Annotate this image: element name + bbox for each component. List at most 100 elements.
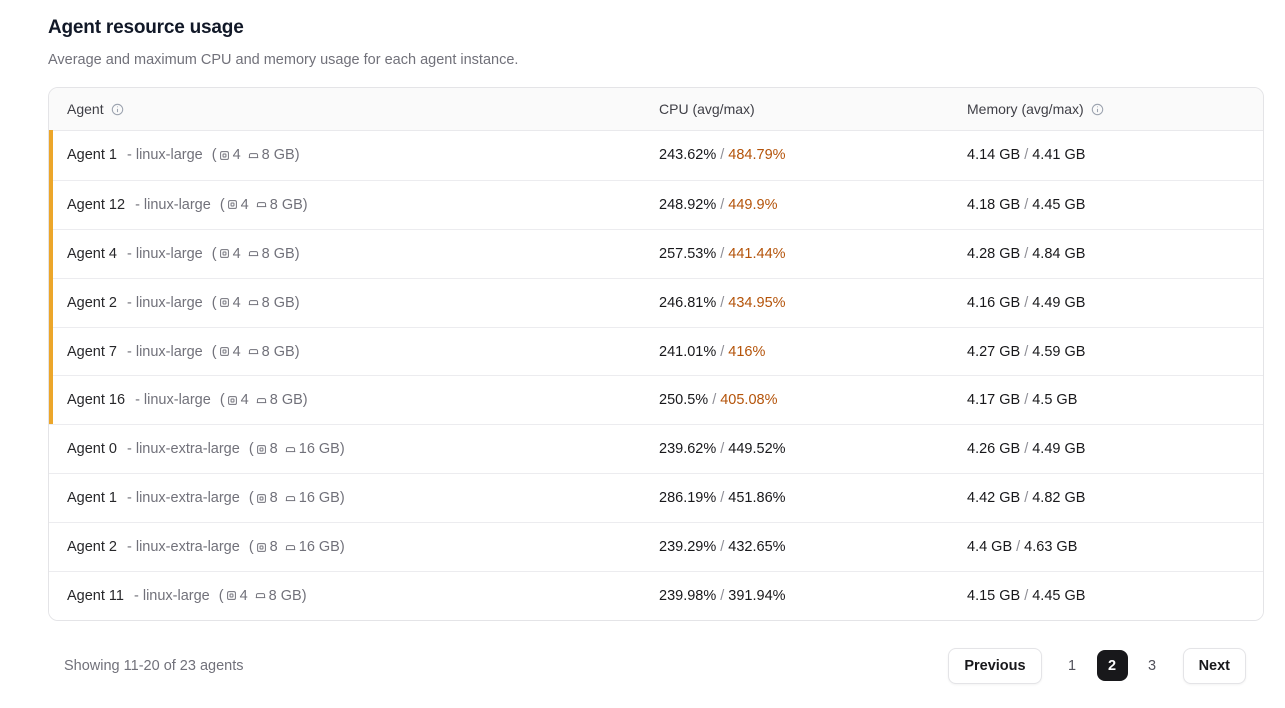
column-header-agent: Agent: [49, 101, 641, 117]
close-paren: ): [294, 147, 300, 164]
memory-usage-cell: 4.15 GB/4.45 GB: [949, 588, 1263, 604]
agent-instance-type: - linux-large: [127, 147, 203, 164]
memory-avg-value: 4.26 GB: [967, 441, 1021, 458]
open-paren: (: [219, 392, 225, 409]
memory-max-value: 4.63 GB: [1024, 539, 1078, 556]
value-separator: /: [720, 441, 725, 458]
agent-cell: Agent 7 - linux-large ( 4 8 GB): [49, 344, 641, 360]
open-paren: (: [218, 587, 224, 604]
value-separator: /: [720, 294, 725, 311]
memory-stick-icon: [247, 296, 260, 309]
agent-instance-type: - linux-extra-large: [127, 490, 240, 507]
memory-usage-cell: 4.42 GB/4.82 GB: [949, 490, 1263, 506]
memory-max-value: 4.45 GB: [1032, 587, 1086, 604]
memory-max-value: 4.41 GB: [1032, 147, 1086, 164]
agent-spec: ( 4 8 GB): [220, 197, 308, 213]
memory-size: 16 GB: [298, 441, 340, 458]
info-icon[interactable]: [111, 103, 124, 116]
cpu-max-value: 432.65%: [728, 539, 786, 556]
agent-instance-type: - linux-large: [135, 392, 211, 409]
high-cpu-indicator-bar: [49, 277, 53, 327]
value-separator: /: [1016, 539, 1021, 556]
memory-stick-icon: [254, 589, 267, 602]
cpu-usage-cell: 250.5%/405.08%: [641, 392, 949, 408]
agent-spec: ( 4 8 GB): [212, 344, 300, 360]
memory-size: 8 GB: [261, 245, 295, 262]
agent-spec: ( 8 16 GB): [249, 539, 345, 555]
page-number-2[interactable]: 2: [1096, 650, 1128, 682]
cpu-max-value: 449.52%: [728, 441, 786, 458]
memory-stick-icon: [247, 247, 260, 260]
agent-instance-type: - linux-extra-large: [127, 539, 240, 556]
cpu-usage-cell: 241.01%/416%: [641, 344, 949, 360]
cpu-chip-icon: [226, 394, 239, 407]
cpu-count: 4: [240, 392, 249, 409]
agent-cell: Agent 2 - linux-extra-large ( 8: [49, 539, 641, 555]
value-separator: /: [1024, 490, 1029, 507]
memory-size: 8 GB: [268, 587, 302, 604]
table-row: Agent 1 - linux-large ( 4 8 GB): [49, 130, 1263, 180]
page-subtitle: Average and maximum CPU and memory usage…: [48, 52, 519, 68]
agent-spec: ( 4 8 GB): [212, 295, 300, 311]
column-header-cpu: CPU (avg/max): [641, 101, 949, 117]
cpu-usage-cell: 286.19%/451.86%: [641, 490, 949, 506]
agent-name: Agent 1: [67, 490, 117, 507]
memory-size: 8 GB: [261, 147, 295, 164]
open-paren: (: [248, 539, 254, 556]
high-cpu-indicator-bar: [49, 179, 53, 229]
memory-avg-value: 4.17 GB: [967, 392, 1021, 409]
cpu-count: 8: [269, 441, 278, 458]
cpu-avg-value: 246.81%: [659, 294, 717, 311]
agent-spec: ( 4 8 GB): [220, 392, 308, 408]
agent-instance-type: - linux-large: [135, 196, 211, 213]
agent-name: Agent 7: [67, 343, 117, 360]
cpu-chip-icon: [218, 345, 231, 358]
cpu-max-value: 451.86%: [728, 490, 786, 507]
table-body: Agent 1 - linux-large ( 4 8 GB): [49, 130, 1263, 620]
memory-usage-cell: 4.28 GB/4.84 GB: [949, 246, 1263, 262]
close-paren: ): [302, 392, 308, 409]
memory-size: 8 GB: [261, 294, 295, 311]
close-paren: ): [294, 245, 300, 262]
agent-cell: Agent 0 - linux-extra-large ( 8: [49, 441, 641, 457]
memory-stick-icon: [247, 149, 260, 162]
cpu-avg-value: 248.92%: [659, 196, 717, 213]
memory-max-value: 4.82 GB: [1032, 490, 1086, 507]
cpu-count: 4: [232, 147, 241, 164]
agent-spec: ( 8 16 GB): [249, 490, 345, 506]
value-separator: /: [1024, 392, 1029, 409]
table-row: Agent 1 - linux-extra-large ( 8: [49, 473, 1263, 523]
agent-cell: Agent 16 - linux-large ( 4 8 GB: [49, 392, 641, 408]
info-icon[interactable]: [1091, 103, 1104, 116]
column-header-memory-label: Memory (avg/max): [967, 101, 1084, 117]
cpu-count: 4: [232, 294, 241, 311]
table-row: Agent 4 - linux-large ( 4 8 GB): [49, 228, 1263, 278]
agent-name: Agent 2: [67, 294, 117, 311]
agent-name: Agent 4: [67, 245, 117, 262]
next-page-button[interactable]: Next: [1182, 647, 1246, 684]
value-separator: /: [1024, 196, 1029, 213]
cpu-chip-icon: [218, 149, 231, 162]
agent-instance-type: - linux-large: [127, 294, 203, 311]
agent-cell: Agent 2 - linux-large ( 4 8 GB): [49, 295, 641, 311]
memory-max-value: 4.49 GB: [1032, 294, 1086, 311]
agent-name: Agent 11: [67, 587, 124, 604]
cpu-usage-cell: 239.29%/432.65%: [641, 539, 949, 555]
page-number-1[interactable]: 1: [1068, 657, 1077, 674]
memory-avg-value: 4.42 GB: [967, 490, 1021, 507]
cpu-usage-cell: 246.81%/434.95%: [641, 295, 949, 311]
memory-usage-cell: 4.16 GB/4.49 GB: [949, 295, 1263, 311]
agent-name: Agent 0: [67, 441, 117, 458]
value-separator: /: [1024, 587, 1029, 604]
table-footer: Showing 11-20 of 23 agents Previous 1 2 3 …: [48, 647, 1264, 684]
memory-size: 16 GB: [298, 539, 340, 556]
agent-usage-table: Agent CPU (avg/max) Memory (avg/max): [48, 87, 1264, 621]
cpu-count: 4: [232, 343, 241, 360]
cpu-usage-cell: 243.62%/484.79%: [641, 147, 949, 163]
cpu-count: 4: [240, 196, 249, 213]
previous-page-button[interactable]: Previous: [948, 647, 1042, 684]
agent-name: Agent 12: [67, 196, 126, 213]
page-number-3[interactable]: 3: [1148, 657, 1157, 674]
agent-spec: ( 4 8 GB): [212, 246, 300, 262]
value-separator: /: [720, 196, 725, 213]
